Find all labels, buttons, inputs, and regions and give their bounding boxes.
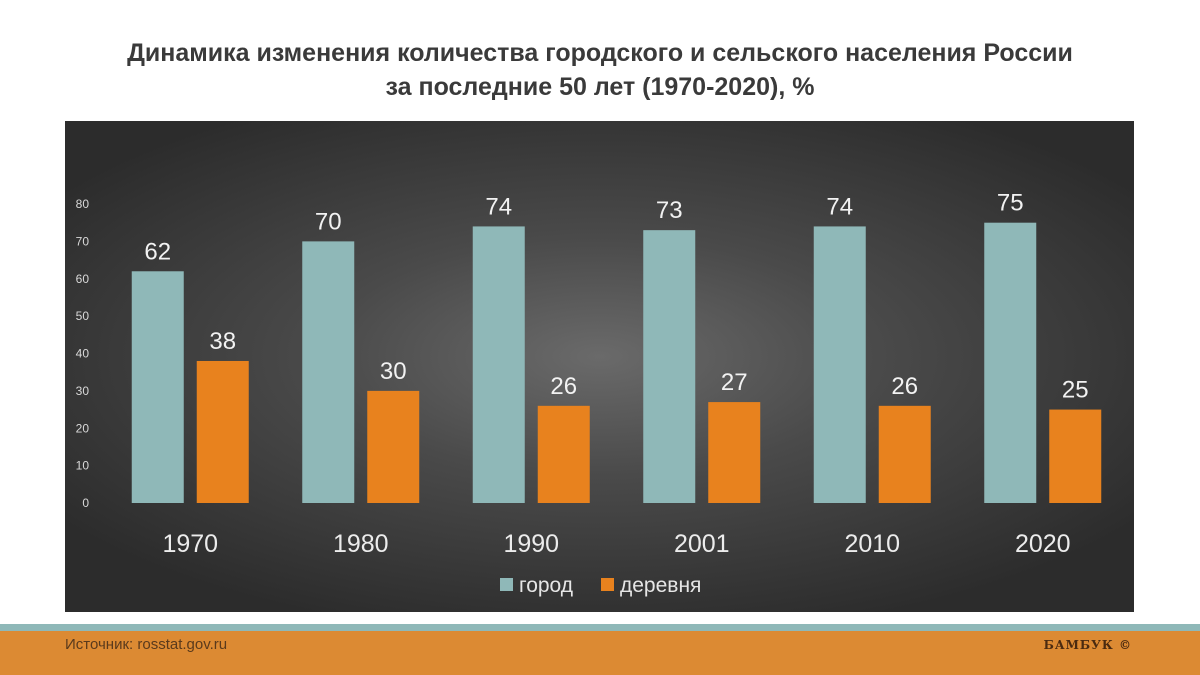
y-tick-label: 30 bbox=[76, 384, 90, 398]
bar-city bbox=[131, 271, 184, 503]
legend: город деревня bbox=[500, 574, 701, 597]
data-label-city: 70 bbox=[315, 208, 342, 235]
legend-swatch-city bbox=[500, 578, 513, 591]
data-label-city: 74 bbox=[826, 193, 853, 220]
data-label-village: 26 bbox=[550, 373, 577, 400]
legend-label-village: деревня bbox=[620, 574, 701, 597]
x-tick-label: 1980 bbox=[333, 530, 389, 558]
bar-village bbox=[1049, 409, 1102, 503]
data-label-village: 30 bbox=[380, 358, 407, 385]
y-tick-label: 10 bbox=[76, 459, 90, 473]
chart-title: Динамика изменения количества городского… bbox=[0, 36, 1200, 104]
bar-city bbox=[984, 222, 1037, 503]
x-tick-label: 2020 bbox=[1015, 530, 1071, 558]
bar-village bbox=[196, 360, 249, 503]
x-tick-label: 2001 bbox=[674, 530, 730, 558]
data-label-village: 38 bbox=[209, 328, 236, 355]
source-text: Источник: rosstat.gov.ru bbox=[65, 636, 228, 653]
bar-village bbox=[878, 405, 931, 503]
chart-title-line-1: Динамика изменения количества городского… bbox=[127, 39, 1073, 67]
y-axis: 0 10 20 30 40 50 60 70 80 bbox=[76, 197, 90, 510]
legend-swatch-village bbox=[601, 578, 614, 591]
x-tick-label: 1990 bbox=[503, 530, 559, 558]
bar-chart: 0 10 20 30 40 50 60 70 80 62 38 70 30 74 26 73 27 74 26 75… bbox=[76, 190, 1102, 597]
bar-village bbox=[708, 402, 761, 503]
bar-city bbox=[472, 226, 525, 504]
y-tick-label: 20 bbox=[76, 421, 90, 435]
bar-village bbox=[367, 390, 420, 503]
y-tick-label: 60 bbox=[76, 272, 90, 286]
data-label-city: 62 bbox=[144, 238, 171, 265]
bar-village bbox=[537, 405, 590, 503]
chart-title-line-2: за последние 50 лет (1970-2020), % bbox=[385, 73, 815, 101]
data-labels: 62 38 70 30 74 26 73 27 74 26 75 25 bbox=[144, 190, 1088, 404]
bars bbox=[131, 222, 1102, 504]
x-tick-label: 2010 bbox=[844, 530, 900, 558]
legend-label-city: город bbox=[519, 574, 573, 597]
data-label-city: 75 bbox=[997, 190, 1024, 217]
y-tick-label: 80 bbox=[76, 197, 90, 211]
y-tick-label: 50 bbox=[76, 309, 90, 323]
footer-band bbox=[0, 631, 1200, 675]
data-label-city: 74 bbox=[485, 193, 512, 220]
data-label-village: 25 bbox=[1062, 377, 1089, 404]
y-tick-label: 70 bbox=[76, 234, 90, 248]
x-axis: 1970 1980 1990 2001 2010 2020 bbox=[162, 530, 1070, 558]
x-tick-label: 1970 bbox=[162, 530, 218, 558]
accent-line bbox=[0, 624, 1200, 631]
data-label-village: 27 bbox=[721, 369, 748, 396]
bar-city bbox=[643, 230, 696, 503]
bar-city bbox=[813, 226, 866, 504]
bar-city bbox=[302, 241, 355, 503]
data-label-city: 73 bbox=[656, 197, 683, 224]
chart-panel: 0 10 20 30 40 50 60 70 80 62 38 70 30 74 26 73 27 74 26 75… bbox=[65, 121, 1134, 612]
y-tick-label: 40 bbox=[76, 347, 90, 361]
brand-text: БАМБУК © bbox=[1043, 638, 1132, 652]
data-label-village: 26 bbox=[891, 373, 918, 400]
y-tick-label: 0 bbox=[82, 496, 89, 510]
